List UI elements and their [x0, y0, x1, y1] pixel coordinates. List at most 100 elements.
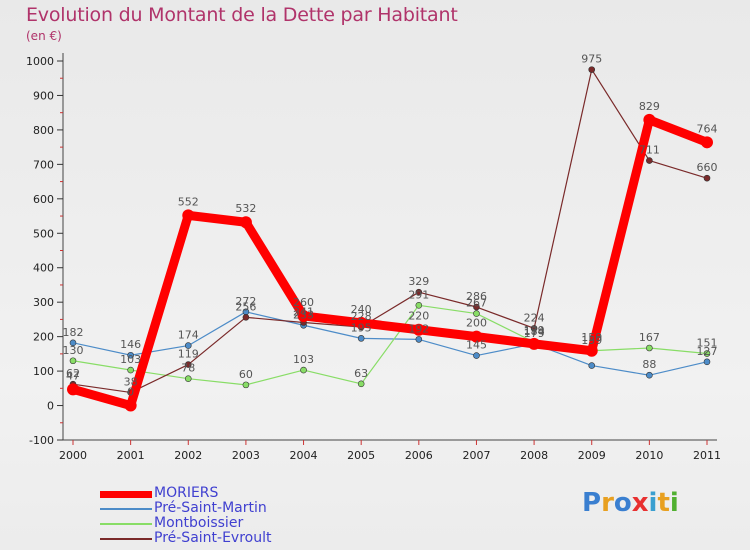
y-tick-label: 600 [33, 193, 54, 206]
y-tick-label: 700 [33, 158, 54, 171]
x-tick-label: 2007 [462, 449, 490, 462]
data-point [646, 157, 653, 164]
data-point [67, 383, 79, 396]
data-label: 151 [697, 337, 718, 350]
data-point [297, 309, 310, 322]
data-point [470, 330, 483, 343]
data-point [473, 310, 480, 317]
x-tick-label: 2001 [117, 449, 145, 462]
x-tick-label: 2009 [578, 449, 606, 462]
data-point [127, 366, 134, 374]
data-label: 220 [408, 310, 429, 323]
chart-unit: (en €) [26, 29, 62, 43]
data-label: 103 [120, 353, 141, 366]
data-label: 167 [639, 331, 660, 344]
data-point [412, 323, 425, 336]
data-point [184, 342, 192, 349]
data-point [182, 209, 195, 222]
data-label: 0 [127, 386, 134, 399]
data-point [124, 399, 137, 412]
legend-label-pre-saint-evroult: Pré-Saint-Evroult [154, 530, 272, 546]
legend-swatch-pre-saint-martin [100, 508, 152, 510]
data-label: 291 [408, 288, 429, 301]
data-label: 192 [408, 322, 429, 335]
data-label: 146 [120, 338, 141, 351]
y-tick-label: 500 [33, 227, 54, 240]
data-point [242, 381, 250, 389]
data-point [415, 288, 423, 296]
y-tick-label: 800 [33, 124, 54, 137]
data-point [242, 314, 250, 321]
y-tick-label: 400 [33, 262, 54, 275]
data-point [239, 216, 252, 229]
data-point [701, 136, 713, 149]
data-label: 38 [124, 375, 138, 388]
data-point [585, 344, 598, 357]
y-tick-label: 0 [47, 400, 54, 413]
data-label: 660 [697, 161, 718, 174]
data-point [530, 325, 538, 332]
data-label: 267 [466, 297, 487, 310]
data-point [703, 350, 711, 357]
data-label: 60 [239, 368, 253, 381]
x-tick-label: 2011 [693, 449, 721, 462]
legend-swatch-moriers [100, 491, 152, 498]
data-point [473, 303, 480, 311]
data-point [528, 337, 541, 350]
data-label: 195 [351, 321, 372, 334]
y-tick-label: -100 [29, 434, 54, 447]
logo-letter: i [648, 488, 658, 518]
logo-letter: r [601, 488, 614, 518]
legend-swatch-montboissier [100, 523, 152, 525]
data-label: 272 [235, 295, 256, 308]
data-label: 240 [351, 303, 372, 316]
data-point [646, 344, 653, 352]
data-label: 975 [581, 53, 602, 66]
y-tick-label: 300 [33, 296, 54, 309]
x-tick-label: 2010 [635, 449, 663, 462]
series-line-pr-saint-evroult [72, 69, 708, 394]
data-label: 119 [178, 348, 199, 361]
data-label: 78 [181, 362, 195, 375]
x-tick-label: 2002 [174, 449, 202, 462]
x-tick-label: 2008 [520, 449, 548, 462]
x-tick-label: 2003 [232, 449, 260, 462]
proxiti-logo: Proxiti [582, 488, 679, 518]
series-line-pr-saint-martin [72, 311, 708, 376]
data-label: 179 [524, 327, 545, 340]
data-point [588, 66, 596, 73]
data-point [184, 361, 192, 368]
data-label: 233 [293, 308, 314, 321]
chart-title: Evolution du Montant de la Dette par Hab… [26, 4, 458, 26]
data-point [643, 113, 656, 126]
data-point [355, 316, 368, 329]
data-label: 159 [581, 334, 602, 347]
data-label: 228 [351, 310, 372, 323]
data-label: 256 [235, 300, 256, 313]
x-tick-label: 2005 [347, 449, 375, 462]
data-label: 241 [293, 306, 314, 319]
logo-letter: P [582, 488, 602, 518]
legend-swatch-pre-saint-evroult [100, 538, 152, 540]
data-label: 329 [408, 275, 429, 288]
series-line-montboissier [72, 304, 708, 386]
data-label: 127 [697, 345, 718, 358]
data-label: 88 [642, 358, 656, 371]
data-label: 63 [354, 367, 368, 380]
data-label: 130 [63, 344, 84, 357]
data-label: 103 [293, 353, 314, 366]
logo-letter: i [669, 488, 679, 518]
data-label: 174 [178, 329, 199, 342]
data-point [703, 174, 711, 182]
data-point [300, 366, 307, 374]
series-line-moriers [68, 115, 712, 411]
data-point [415, 301, 423, 309]
data-label: 764 [697, 122, 718, 135]
legend-label-montboissier: Montboissier [154, 515, 244, 531]
data-label: 552 [178, 195, 199, 208]
data-point [357, 335, 365, 342]
data-point [703, 358, 711, 366]
x-tick-label: 2000 [59, 449, 87, 462]
data-point [415, 336, 423, 343]
